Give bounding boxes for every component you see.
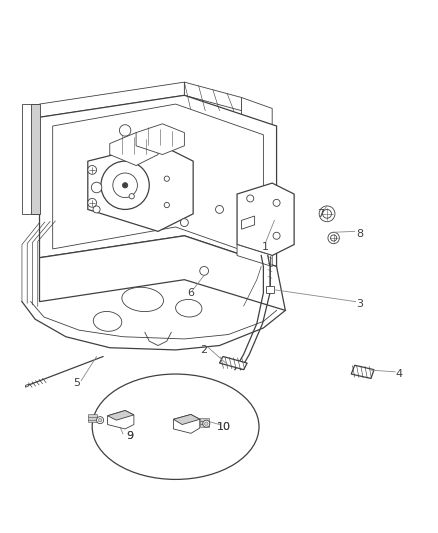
Circle shape: [215, 206, 223, 213]
Circle shape: [202, 420, 209, 427]
Circle shape: [164, 203, 169, 208]
Circle shape: [119, 125, 131, 136]
Text: 6: 6: [187, 288, 194, 298]
Polygon shape: [199, 424, 209, 427]
Circle shape: [129, 193, 134, 199]
Circle shape: [322, 209, 331, 218]
Polygon shape: [31, 104, 39, 214]
Polygon shape: [88, 143, 193, 231]
Circle shape: [272, 199, 279, 206]
Ellipse shape: [175, 300, 201, 317]
Circle shape: [199, 266, 208, 275]
Polygon shape: [22, 104, 39, 214]
Polygon shape: [88, 414, 97, 417]
Polygon shape: [53, 104, 263, 258]
Circle shape: [327, 232, 339, 244]
Polygon shape: [39, 82, 184, 117]
Circle shape: [180, 219, 188, 227]
Circle shape: [93, 206, 100, 213]
Polygon shape: [241, 216, 254, 229]
Polygon shape: [39, 236, 285, 310]
Polygon shape: [173, 415, 199, 425]
Circle shape: [204, 422, 208, 425]
Polygon shape: [136, 124, 184, 155]
Polygon shape: [237, 183, 293, 255]
Polygon shape: [241, 98, 272, 135]
Polygon shape: [199, 418, 209, 422]
Polygon shape: [219, 357, 247, 370]
Polygon shape: [199, 421, 209, 424]
Polygon shape: [107, 410, 134, 429]
Text: 1: 1: [261, 242, 268, 252]
Polygon shape: [25, 384, 28, 387]
Polygon shape: [173, 415, 199, 433]
Text: 5: 5: [73, 378, 80, 388]
Ellipse shape: [92, 374, 258, 479]
Circle shape: [318, 206, 334, 222]
Circle shape: [113, 173, 137, 198]
Circle shape: [330, 235, 336, 241]
Circle shape: [96, 417, 103, 424]
Text: 2: 2: [200, 345, 207, 355]
Text: 9: 9: [126, 431, 133, 440]
Text: 10: 10: [216, 422, 230, 432]
Text: 7: 7: [316, 209, 323, 219]
Circle shape: [88, 198, 96, 207]
Text: 8: 8: [356, 229, 363, 239]
Circle shape: [272, 232, 279, 239]
Polygon shape: [184, 82, 241, 111]
Circle shape: [88, 166, 96, 174]
Polygon shape: [237, 245, 272, 266]
Circle shape: [164, 176, 169, 181]
Polygon shape: [107, 410, 134, 420]
Polygon shape: [241, 124, 272, 161]
Polygon shape: [265, 286, 274, 293]
Text: 10: 10: [216, 422, 230, 432]
Circle shape: [101, 161, 149, 209]
Polygon shape: [110, 133, 158, 166]
Circle shape: [246, 195, 253, 202]
Ellipse shape: [122, 287, 163, 312]
Polygon shape: [88, 416, 97, 419]
Polygon shape: [88, 419, 97, 422]
Circle shape: [122, 183, 127, 188]
Circle shape: [98, 418, 102, 422]
Circle shape: [91, 182, 102, 193]
Ellipse shape: [93, 311, 121, 332]
Polygon shape: [39, 95, 276, 266]
Text: 4: 4: [395, 369, 402, 379]
Text: 9: 9: [126, 431, 133, 440]
Text: 3: 3: [356, 299, 363, 309]
Polygon shape: [350, 365, 373, 378]
